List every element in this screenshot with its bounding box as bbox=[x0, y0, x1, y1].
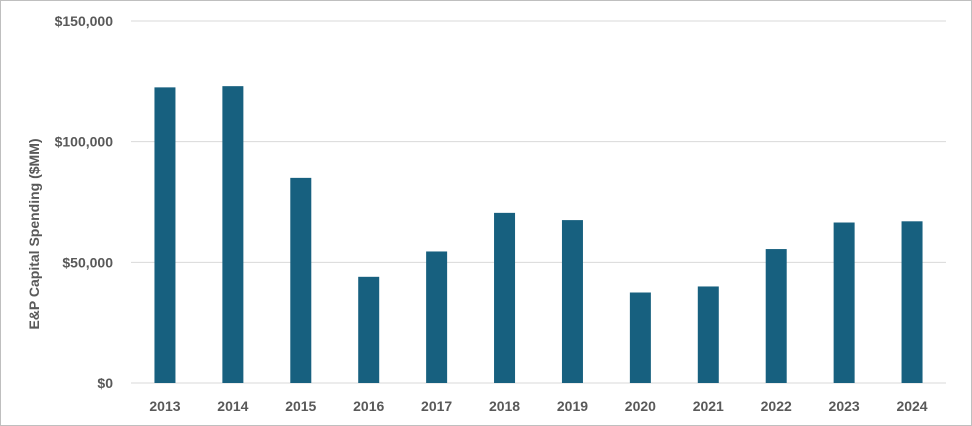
y-axis-ticks: $0 $50,000 $100,000 $150,000 bbox=[55, 13, 114, 391]
x-tick-label: 2019 bbox=[557, 398, 588, 414]
y-tick-label: $150,000 bbox=[55, 13, 114, 29]
bar-2022 bbox=[765, 249, 787, 383]
bar-2016 bbox=[358, 276, 380, 383]
x-tick-label: 2021 bbox=[693, 398, 724, 414]
bars bbox=[154, 86, 923, 383]
x-tick-label: 2014 bbox=[217, 398, 248, 414]
x-axis-ticks: 2013 2014 2015 2016 2017 2018 2019 2020 2021 2022… bbox=[149, 398, 927, 414]
bar-2013 bbox=[154, 87, 176, 383]
y-tick-label: $50,000 bbox=[62, 254, 113, 270]
x-tick-label: 2015 bbox=[285, 398, 316, 414]
bar-2024 bbox=[901, 221, 923, 383]
bar-2020 bbox=[629, 292, 651, 383]
bar-2018 bbox=[494, 212, 516, 383]
y-axis-label: E&P Capital Spending ($MM) bbox=[26, 138, 42, 329]
bar-2015 bbox=[290, 177, 312, 383]
x-tick-label: 2016 bbox=[353, 398, 384, 414]
bar-2019 bbox=[561, 220, 583, 383]
bar-2014 bbox=[222, 86, 244, 383]
x-tick-label: 2017 bbox=[421, 398, 452, 414]
x-tick-label: 2022 bbox=[761, 398, 792, 414]
bar-2017 bbox=[426, 251, 448, 383]
x-tick-label: 2013 bbox=[149, 398, 180, 414]
gridlines bbox=[131, 20, 946, 384]
x-tick-label: 2024 bbox=[896, 398, 927, 414]
y-tick-label: $100,000 bbox=[55, 134, 114, 150]
bar-2023 bbox=[833, 222, 855, 383]
x-tick-label: 2018 bbox=[489, 398, 520, 414]
x-tick-label: 2023 bbox=[829, 398, 860, 414]
x-tick-label: 2020 bbox=[625, 398, 656, 414]
y-tick-label: $0 bbox=[97, 375, 113, 391]
bar-2021 bbox=[697, 286, 719, 383]
